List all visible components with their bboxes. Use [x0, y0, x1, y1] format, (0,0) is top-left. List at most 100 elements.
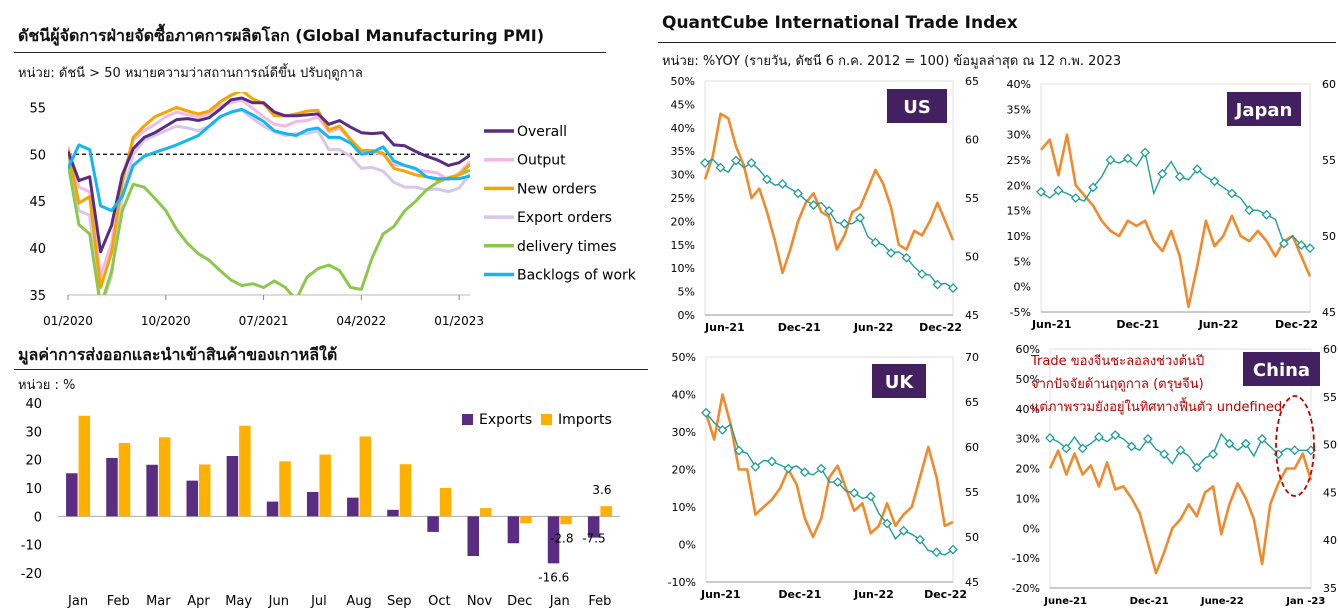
korea-legend-swatch [541, 414, 552, 425]
korea-x-tick: Feb [588, 594, 611, 609]
china-orange-line [1048, 449, 1313, 575]
china-x-tick: June-22 [1200, 596, 1244, 607]
us-y-left-tick: 25% [671, 192, 695, 205]
japan-teal-marker [1122, 153, 1133, 164]
uk-teal-marker [849, 487, 860, 498]
korea-chart: -20 -10 0 10 20 30 40 Jan Feb Mar Apr May Jun Jul Aug S… [21, 397, 620, 609]
china-annotation-text: จากปัจจัยด้านฤดูกาล (ตรุษจีน) [1031, 376, 1204, 392]
uk-teal-marker [766, 456, 777, 467]
korea-bar-imports [319, 454, 331, 517]
us-y-right-tick: 45 [965, 309, 979, 322]
us-teal-marker [746, 157, 757, 168]
uk-y-left-tick: 50% [672, 351, 696, 364]
us-y-right-tick: 65 [965, 75, 979, 88]
japan-label-box [1227, 92, 1301, 126]
uk-y-left-tick: 20% [672, 464, 696, 477]
japan-y-right-tick: 45 [1322, 306, 1336, 319]
uk-teal-marker [898, 525, 909, 536]
china-teal-marker [1142, 433, 1153, 444]
korea-bar-exports [66, 473, 78, 517]
japan-y-left-tick: 35% [1007, 103, 1031, 116]
japan-teal-marker [1261, 209, 1272, 220]
korea-y-tick: 0 [34, 510, 42, 525]
china-y-left-tick: 60% [1016, 343, 1040, 356]
pmi-legend-label: Output [517, 153, 566, 169]
pmi-unit: หน่วย: ดัชนี > 50 หมายความว่าสถานการณ์ดี… [18, 66, 363, 81]
korea-legend-label: Imports [558, 412, 612, 428]
china-teal-marker [1224, 438, 1235, 449]
china-y-left-tick: 30% [1016, 433, 1040, 446]
china-y-right-tick: 55 [1323, 391, 1337, 404]
us-y-left-tick: 0% [678, 309, 695, 322]
us-y-left-tick: 35% [671, 145, 695, 158]
korea-bar-imports [279, 461, 291, 517]
japan-y-right-tick: 60 [1322, 78, 1336, 91]
pmi-series-line [68, 92, 470, 289]
us-teal-marker [948, 283, 958, 294]
japan-x-tick: Dec-22 [1275, 318, 1318, 331]
pmi-y-tick: 45 [29, 195, 46, 210]
korea-y-tick: -20 [21, 567, 42, 582]
japan-y-left-tick: 15% [1007, 205, 1031, 218]
japan-teal-marker [1174, 171, 1185, 182]
uk-y-right-tick: 60 [965, 441, 979, 454]
pmi-x-tick: 10/2020 [141, 314, 191, 328]
china-annotation-text: Trade ของจีนชะลอลงช่วงต้นปี [1030, 353, 1204, 369]
uk-teal-line [705, 412, 954, 556]
japan-teal-marker [1296, 240, 1307, 251]
china-teal-marker [1159, 449, 1170, 460]
uk-teal-marker [931, 547, 942, 558]
pmi-title: ดัชนีผู้จัดการฝ่ายจัดซื้อภาคการผลิตโลก (… [18, 26, 544, 45]
us-y-left-tick: 45% [671, 98, 695, 111]
uk-teal-marker [717, 424, 728, 435]
uk-teal-marker [750, 461, 761, 472]
us-y-left-tick: 20% [671, 215, 695, 228]
china-highlight-ellipse [1275, 395, 1315, 497]
us-teal-marker [762, 174, 772, 185]
pmi-series-line [68, 96, 470, 254]
us-teal-marker [901, 252, 912, 263]
pmi-legend-label: Backlogs of work [517, 268, 637, 284]
china-annotation-text: แต่ภาพรวมยังอยู่ในทิศทางฟื้นตัว undefine… [1031, 397, 1282, 415]
uk-teal-marker [816, 463, 827, 474]
uk-teal-marker [799, 467, 810, 478]
pmi-x-tick: 07/2021 [239, 314, 289, 328]
pmi-legend-label: Export orders [517, 210, 612, 226]
uk-y-left-tick: 40% [672, 389, 696, 402]
us-y-right-tick: 50 [965, 251, 979, 264]
uk-y-right-tick: 65 [965, 396, 979, 409]
us-y-left-tick: 50% [671, 75, 695, 88]
uk-teal-marker [734, 445, 744, 456]
uk-label: UK [885, 372, 915, 393]
china-label: China [1253, 360, 1310, 381]
us-x-tick: Jun-22 [853, 321, 894, 334]
pmi-x-tick: 01/2023 [434, 314, 484, 328]
korea-x-tick: May [225, 594, 252, 609]
uk-y-right-tick: 55 [965, 486, 979, 499]
japan-teal-marker [1140, 147, 1151, 158]
us-orange-line [703, 112, 955, 275]
uk-label-box [872, 364, 926, 398]
uk-x-tick: Dec-22 [924, 588, 967, 601]
korea-x-tick: Apr [187, 594, 210, 609]
japan-teal-marker [1279, 238, 1289, 249]
korea-bar-imports [480, 508, 492, 517]
korea-x-tick: Sep [387, 594, 412, 609]
pmi-legend-label: Overall [517, 124, 567, 140]
china-teal-marker [1045, 432, 1055, 443]
pmi-x-tick: 01/2020 [43, 314, 93, 328]
uk-teal-marker [832, 477, 843, 488]
japan-y-left-tick: 20% [1007, 179, 1031, 192]
japan-teal-marker [1305, 243, 1315, 254]
pmi-chart: 35 40 45 50 55 01/2020 10/2020 07/2021 04/2022 01… [29, 92, 637, 328]
japan-teal-marker [1105, 155, 1116, 165]
china-teal-marker [1126, 441, 1137, 452]
japan-y-left-tick: 5% [1014, 255, 1031, 268]
korea-x-tick: Jan [67, 594, 88, 609]
uk-x-tick: Dec-21 [778, 588, 821, 601]
korea-legend-swatch [462, 414, 473, 425]
china-x-tick: Dec-21 [1130, 596, 1169, 607]
japan-teal-marker [1070, 193, 1081, 203]
qc-title: QuantCube International Trade Index [662, 13, 1018, 33]
us-x-tick: Dec-21 [778, 321, 821, 334]
